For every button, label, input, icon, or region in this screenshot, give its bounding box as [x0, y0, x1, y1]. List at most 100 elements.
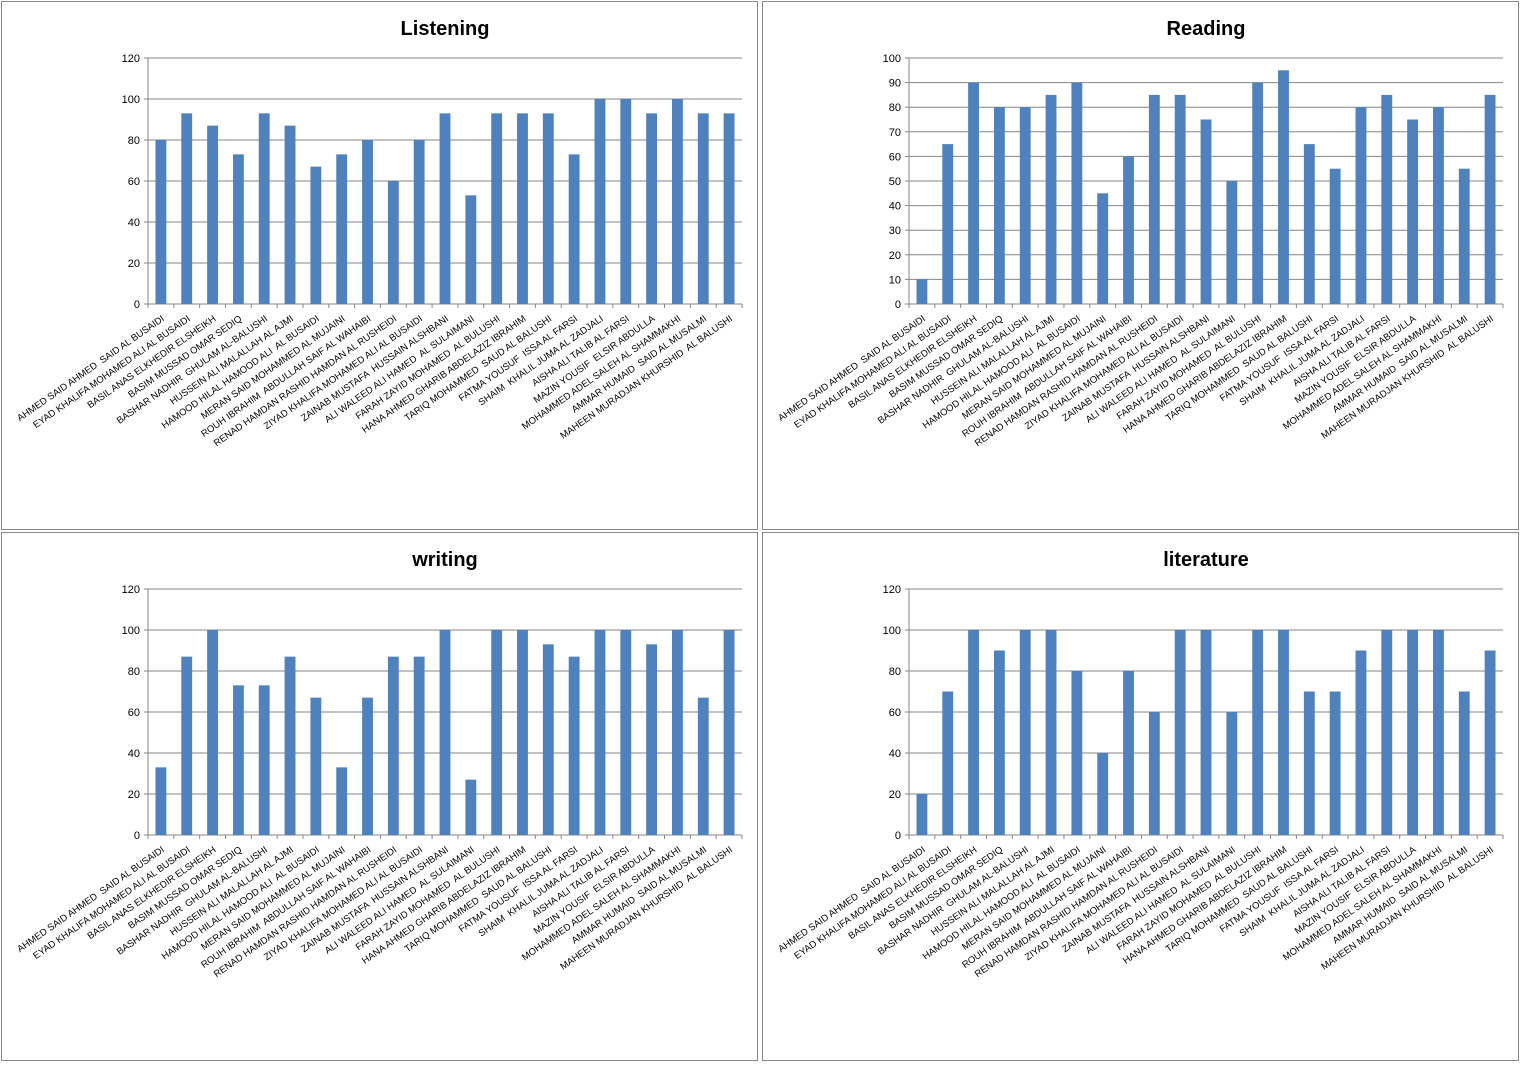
y-tick-label: 100 — [883, 53, 901, 65]
bar-listening-2 — [207, 125, 218, 305]
bar-listening-4 — [258, 113, 270, 304]
y-tick-label: 0 — [895, 299, 901, 311]
bar-listening-18 — [620, 99, 632, 304]
bar-literature-7 — [1097, 753, 1109, 835]
bar-writing-10 — [413, 656, 425, 835]
bar-writing-6 — [310, 697, 322, 835]
y-tick-label: 120 — [883, 584, 901, 596]
bar-writing-22 — [723, 630, 735, 835]
bar-literature-15 — [1303, 691, 1315, 835]
bar-literature-2 — [968, 630, 979, 835]
bar-writing-16 — [568, 656, 580, 835]
bar-literature-4 — [1019, 630, 1031, 835]
y-tick-label: 60 — [128, 176, 140, 188]
bar-reading-4 — [1019, 107, 1031, 304]
bar-writing-15 — [542, 644, 554, 835]
bar-reading-7 — [1097, 193, 1109, 304]
y-tick-label: 20 — [128, 789, 140, 801]
y-tick-label: 0 — [134, 830, 140, 842]
bar-writing-13 — [491, 630, 503, 835]
bar-writing-2 — [207, 630, 218, 835]
bar-listening-13 — [491, 113, 503, 304]
bar-listening-17 — [594, 99, 606, 304]
y-tick-label: 70 — [889, 127, 901, 139]
bar-listening-8 — [362, 140, 373, 304]
bar-writing-3 — [232, 685, 244, 835]
bar-writing-7 — [336, 767, 348, 835]
bar-reading-0 — [916, 279, 928, 304]
bar-writing-18 — [620, 630, 632, 835]
bar-listening-9 — [387, 181, 399, 304]
bar-listening-0 — [155, 140, 167, 304]
bar-reading-13 — [1252, 82, 1264, 304]
bar-writing-11 — [439, 630, 451, 835]
bar-literature-16 — [1329, 691, 1341, 835]
bar-literature-0 — [916, 794, 928, 835]
bar-literature-20 — [1433, 630, 1444, 835]
bar-listening-20 — [672, 99, 683, 304]
bar-writing-21 — [697, 697, 709, 835]
bar-listening-21 — [697, 113, 709, 304]
y-tick-label: 80 — [128, 666, 140, 678]
bar-listening-12 — [465, 195, 477, 304]
y-tick-label: 40 — [889, 201, 901, 213]
bar-listening-15 — [542, 113, 554, 304]
bar-literature-5 — [1045, 630, 1057, 835]
y-tick-label: 80 — [889, 102, 901, 114]
chart-panel-listening: Listening 0 20 40 60 80 100 120 AHMED SAID AHMED… — [1, 1, 758, 530]
bar-literature-13 — [1252, 630, 1264, 835]
chart-panel-literature: literature 0 20 40 60 80 100 120 AHMED SAID AHME… — [762, 532, 1519, 1061]
bar-reading-19 — [1407, 119, 1419, 304]
bar-reading-15 — [1303, 144, 1315, 304]
chart-panel-reading: Reading 0 10 20 30 40 50 60 70 80 90 100 AHMED SAID … — [762, 1, 1519, 530]
bar-reading-12 — [1226, 181, 1238, 304]
y-tick-label: 120 — [122, 53, 140, 65]
bar-reading-17 — [1355, 107, 1367, 304]
y-tick-label: 40 — [128, 217, 140, 229]
y-tick-label: 40 — [889, 748, 901, 760]
bar-writing-9 — [387, 656, 399, 835]
bar-writing-17 — [594, 630, 606, 835]
bar-listening-14 — [517, 113, 528, 304]
bar-reading-3 — [993, 107, 1005, 304]
bar-listening-16 — [568, 154, 580, 304]
y-tick-label: 60 — [889, 707, 901, 719]
bar-reading-14 — [1278, 70, 1289, 304]
y-tick-label: 50 — [889, 176, 901, 188]
bar-literature-18 — [1381, 630, 1393, 835]
bar-listening-10 — [413, 140, 425, 304]
bar-listening-1 — [181, 113, 193, 304]
bar-literature-12 — [1226, 712, 1238, 835]
y-tick-label: 120 — [122, 584, 140, 596]
bar-reading-11 — [1200, 119, 1212, 304]
bar-writing-12 — [465, 779, 477, 835]
bar-reading-6 — [1071, 82, 1083, 304]
y-tick-label: 40 — [128, 748, 140, 760]
chart-title: Reading — [1167, 18, 1246, 40]
bar-listening-22 — [723, 113, 735, 304]
y-tick-label: 20 — [128, 258, 140, 270]
bar-literature-21 — [1458, 691, 1470, 835]
bar-literature-9 — [1148, 712, 1160, 835]
y-tick-label: 0 — [895, 830, 901, 842]
bar-writing-5 — [284, 656, 296, 835]
bar-reading-8 — [1123, 156, 1134, 304]
chart-title: Listening — [401, 18, 490, 40]
y-tick-label: 90 — [889, 78, 901, 90]
y-tick-label: 10 — [889, 274, 901, 286]
bar-listening-3 — [232, 154, 244, 304]
bar-listening-6 — [310, 166, 322, 304]
y-tick-label: 0 — [134, 299, 140, 311]
bar-reading-22 — [1484, 94, 1496, 305]
y-tick-label: 20 — [889, 789, 901, 801]
bar-writing-8 — [362, 697, 373, 835]
y-tick-label: 20 — [889, 250, 901, 262]
bar-reading-16 — [1329, 168, 1341, 304]
bar-writing-19 — [646, 644, 658, 835]
bar-reading-1 — [942, 144, 954, 304]
bar-literature-8 — [1123, 671, 1134, 835]
bar-literature-11 — [1200, 630, 1212, 835]
